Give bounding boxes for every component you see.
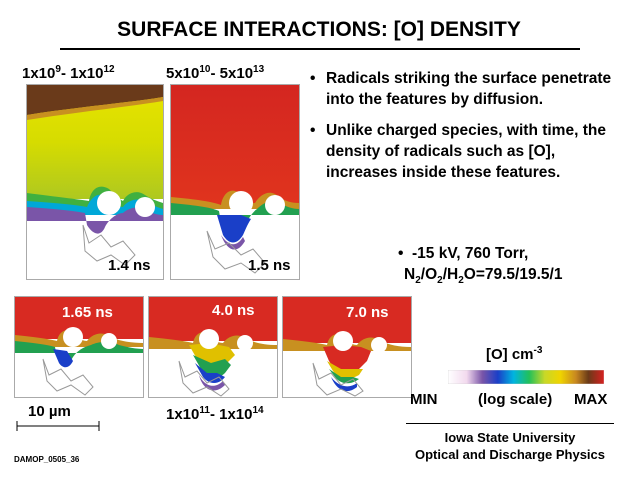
range-label-2: 5x1010- 5x1013: [166, 64, 264, 82]
conditions-species-n: N: [404, 266, 416, 283]
panel-2-time: 1.5 ns: [248, 257, 291, 274]
density-panel-3: [14, 296, 144, 398]
range-3-sep: - 1x10: [209, 406, 253, 423]
colorbar-scale-label: (log scale): [478, 391, 553, 408]
panel-4-time: 4.0 ns: [212, 302, 255, 319]
range-2-exp-low: 10: [199, 64, 211, 75]
range-label-1: 1x109- 1x1012: [22, 64, 115, 82]
density-panel-1: [26, 84, 164, 280]
density-panel-5: [282, 296, 412, 398]
colorbar-title-text: [O] cm: [486, 346, 534, 363]
density-map-4: [149, 297, 277, 397]
colorbar: [448, 370, 604, 384]
range-2-sep: - 5x10: [210, 65, 254, 82]
slide-code: DAMOP_0505_36: [14, 455, 80, 464]
page-title: SURFACE INTERACTIONS: [O] DENSITY: [117, 18, 521, 41]
conditions-species-h: /H: [442, 266, 459, 283]
panel-5-time: 7.0 ns: [346, 304, 389, 321]
range-3-base: 1x10: [166, 406, 200, 423]
panel-3-time: 1.65 ns: [62, 304, 113, 321]
range-3-exp-low: 11: [199, 405, 210, 416]
colorbar-min-label: MIN: [410, 391, 438, 408]
colorbar-title: [O] cm-3: [486, 345, 542, 363]
scale-bar-label: 10 µm: [28, 403, 71, 420]
scale-bar: [16, 421, 100, 431]
range-1-sep: - 1x10: [60, 65, 104, 82]
density-map-1: [27, 85, 163, 279]
density-map-2: [171, 85, 299, 279]
density-panel-4: [148, 296, 278, 398]
colorbar-title-exp: -3: [533, 345, 543, 356]
simulation-conditions: • -15 kV, 760 Torr, N2/O2/H2O=79.5/19.5/1: [398, 243, 562, 291]
conditions-line-1: • -15 kV, 760 Torr,: [398, 245, 529, 262]
density-panel-2: [170, 84, 300, 280]
title-rule: [60, 48, 580, 50]
range-2-base: 5x10: [166, 65, 200, 82]
conditions-ratio: O=79.5/19.5/1: [463, 266, 563, 283]
colorbar-max-label: MAX: [574, 391, 608, 408]
range-1-exp-low: 9: [55, 64, 61, 75]
affiliation-university: Iowa State University: [444, 430, 576, 445]
density-map-3: [15, 297, 143, 397]
range-2-exp-high: 13: [253, 64, 265, 75]
range-label-3: 1x1011- 1x1014: [166, 405, 264, 423]
density-map-5: [283, 297, 411, 397]
panel-1-time: 1.4 ns: [108, 257, 151, 274]
range-3-exp-high: 14: [252, 405, 264, 416]
affiliation-rule: [406, 423, 614, 424]
bullet-item: Radicals striking the surface penetrate …: [310, 68, 612, 110]
affiliation-group: Optical and Discharge Physics: [414, 447, 606, 462]
bullet-list: Radicals striking the surface penetrate …: [310, 68, 612, 193]
conditions-sub-2: 2: [437, 275, 443, 287]
bullet-item: Unlike charged species, with time, the d…: [310, 120, 612, 183]
conditions-voltage-pressure: -15 kV, 760 Torr,: [412, 245, 529, 262]
conditions-species-o: /O: [420, 266, 438, 283]
conditions-sub-3: 2: [458, 275, 464, 287]
range-1-base: 1x10: [22, 65, 56, 82]
range-1-exp-high: 12: [103, 64, 115, 75]
conditions-line-2: N2/O2/H2O=79.5/19.5/1: [400, 264, 562, 291]
conditions-sub-1: 2: [415, 275, 421, 287]
